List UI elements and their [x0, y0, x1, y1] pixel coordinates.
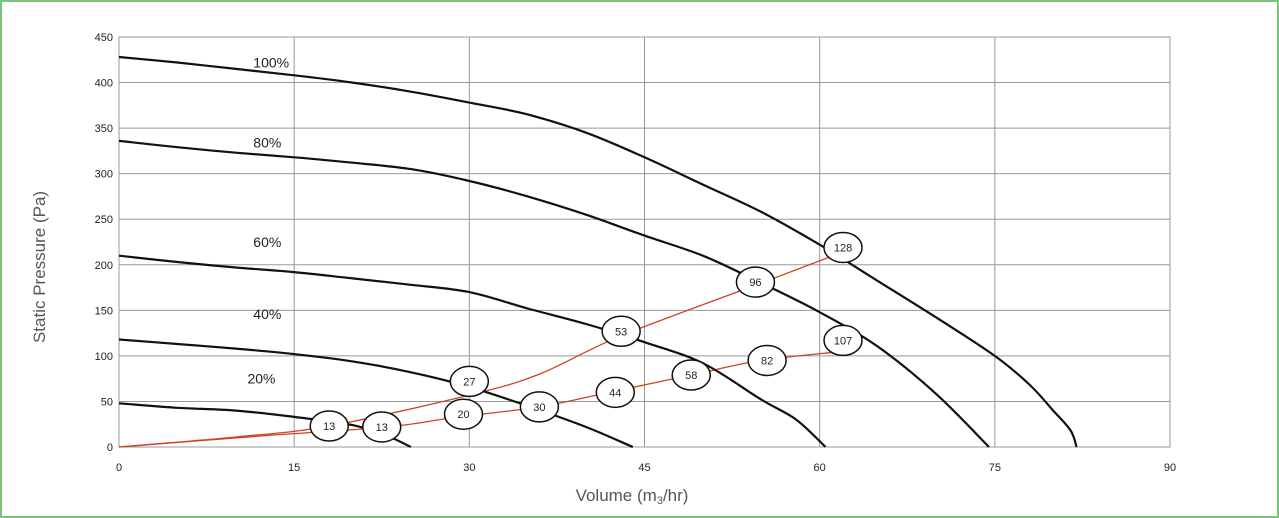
x-axis-title-sub: 3	[657, 495, 663, 507]
bubble-label-107: 107	[834, 335, 852, 347]
bubble-13	[362, 411, 402, 443]
x-tick-label: 75	[989, 462, 1001, 474]
fan-curve-60pct	[118, 254, 827, 448]
fan-curve-label-60pct: 60%	[253, 234, 281, 250]
y-tick-label: 100	[95, 351, 113, 363]
y-tick-label: 450	[95, 32, 113, 44]
bubble-30	[519, 391, 560, 423]
bubble-label-13: 13	[376, 422, 388, 434]
y-tick-label: 50	[101, 396, 113, 408]
x-axis-title-end: /hr)	[663, 486, 689, 505]
y-tick-label: 150	[95, 305, 113, 317]
x-tick-label: 0	[116, 462, 122, 474]
bubble-label-20: 20	[457, 409, 469, 421]
bubble-label-53: 53	[615, 326, 627, 338]
x-tick-label: 60	[814, 462, 826, 474]
fan-curve-label-40pct: 40%	[253, 306, 281, 322]
y-tick-label: 350	[95, 123, 113, 135]
bubble-label-44: 44	[609, 387, 621, 399]
bubble-label-58: 58	[685, 370, 697, 382]
x-tick-label: 15	[288, 462, 300, 474]
y-tick-label: 0	[107, 442, 113, 454]
bubble-107	[823, 324, 863, 357]
y-tick-label: 400	[95, 78, 113, 90]
fan-curve-label-80pct: 80%	[253, 135, 281, 151]
bubble-label-82: 82	[761, 355, 773, 367]
bubble-label-128: 128	[834, 242, 852, 254]
bubble-58	[671, 359, 711, 391]
bubble-53	[601, 315, 641, 348]
bubble-82	[747, 344, 787, 377]
fan-curve-label-100pct: 100%	[253, 55, 289, 71]
tick-labels: 0 50 100 150 200 250 300 350 400 450 0 15 30 45 60 75 90	[95, 32, 1176, 474]
grid	[118, 36, 1171, 448]
bubble-label-13: 13	[323, 421, 335, 433]
bubble-13	[309, 410, 349, 442]
fan-curves: 100% 80% 60% 40% 20%	[118, 55, 1078, 449]
fan-curve-label-20pct: 20%	[247, 371, 275, 387]
x-tick-label: 45	[638, 462, 650, 474]
bubble-label-27: 27	[463, 376, 475, 388]
fan-curve-40pct	[118, 338, 634, 449]
y-axis-title: Static Pressure (Pa)	[30, 191, 49, 343]
bubble-27	[449, 365, 490, 398]
y-tick-label: 250	[95, 214, 113, 226]
bubble-20	[443, 398, 484, 430]
x-tick-label: 90	[1164, 462, 1176, 474]
bubble-44	[595, 376, 636, 409]
x-tick-label: 30	[463, 462, 475, 474]
bubble-label-30: 30	[533, 402, 545, 414]
operating-point-bubbles: 13 27 53 96 128 13 20 30 44 58 82 107	[309, 231, 863, 443]
x-axis-title: Volume (m3/hr)	[576, 486, 689, 507]
y-tick-label: 200	[95, 260, 113, 272]
fan-curve-100pct	[118, 55, 1078, 448]
bubble-128	[823, 231, 863, 264]
bubble-96	[735, 266, 776, 298]
y-tick-label: 300	[95, 169, 113, 181]
x-axis-title-main: Volume (m	[576, 486, 657, 505]
bubble-label-96: 96	[749, 277, 761, 289]
system-curve-2	[118, 350, 844, 448]
